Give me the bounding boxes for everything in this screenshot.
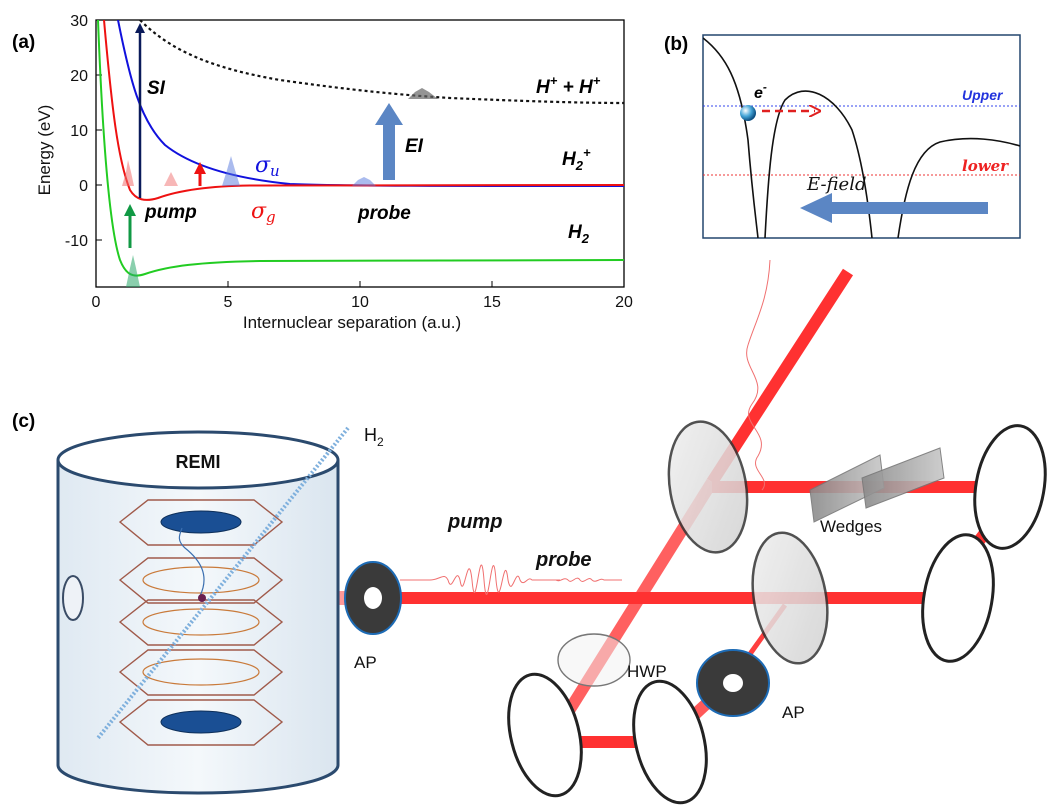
ground-wavepacket (126, 255, 140, 287)
y-axis-label: Energy (eV) (35, 105, 54, 196)
wedges (809, 447, 945, 523)
potential-well-center (764, 90, 873, 238)
mirror-bottom-middle (632, 679, 708, 805)
potential-well-left (703, 37, 759, 238)
probe-pulse (540, 577, 622, 582)
blue-wavepacket (222, 156, 240, 186)
potential-well-right (897, 137, 1020, 238)
sigma-g-curve (103, 20, 624, 201)
panel-a: (a) 0 5 10 15 20 30 20 10 0 -10 Internuc… (12, 13, 633, 332)
h2-jet-label: H2 (364, 425, 384, 449)
probe-wavepacket (352, 177, 376, 186)
ei-label: EI (405, 136, 424, 157)
beamsplitter-top (667, 420, 749, 554)
upper-label: Upper (962, 87, 1004, 103)
probe-label: probe (357, 203, 411, 224)
pump-label: pump (144, 202, 197, 223)
plate-3 (118, 599, 284, 646)
remi-label: REMI (176, 452, 221, 472)
x-tick-label: 10 (351, 294, 369, 311)
interaction-point (198, 594, 206, 602)
detector-bottom (160, 710, 242, 734)
electron-trajectory (178, 527, 205, 597)
mirror-top-right (973, 424, 1047, 550)
x-tick-label: 0 (92, 294, 101, 311)
y-tick-label: 0 (79, 178, 88, 195)
x-tick-label: 15 (483, 294, 501, 311)
mirror-right (921, 533, 995, 663)
plate-2 (118, 557, 284, 604)
sigma-u-label: σu (255, 153, 280, 180)
x-tick-label: 5 (224, 294, 233, 311)
y-tick-label: 30 (70, 13, 88, 30)
h2-plus-label: H2+ (562, 145, 591, 173)
plate-4 (118, 649, 284, 696)
pump-wavepacket (122, 160, 134, 186)
y-tick-label: 20 (70, 68, 88, 85)
aperture-right (696, 649, 770, 717)
red-wavepacket-2 (164, 172, 178, 186)
sigma-u-curve (117, 20, 624, 187)
panel-b: (b) e- Upper lower E-field (664, 34, 1021, 239)
beamsplitter-middle (751, 531, 829, 665)
wedges-label: Wedges (820, 517, 882, 536)
h-plus-h-plus-label: H+ + H+ (536, 73, 601, 98)
x-axis-label: Internuclear separation (a.u.) (243, 313, 461, 332)
plot-a-curves (97, 20, 624, 287)
y-tick-label: 10 (70, 123, 88, 140)
efield-arrow (800, 193, 988, 223)
remi-chamber: REMI (56, 426, 350, 795)
plot-a-frame (95, 19, 625, 288)
remi-plates (118, 499, 284, 746)
ap-left-label: AP (354, 653, 377, 672)
plate-5 (118, 699, 284, 746)
electron-ball (740, 105, 756, 121)
hwp-label: HWP (627, 662, 667, 681)
si-label: SI (147, 78, 166, 99)
probe-pulse-label: probe (535, 549, 592, 571)
h2-ground-curve (97, 20, 624, 277)
half-wave-plate (557, 633, 631, 687)
electron-label: e- (754, 80, 767, 102)
h2-plus-plus-dissociation-curve (139, 20, 624, 105)
focusing-mirror (62, 575, 84, 621)
dissociation-wavepacket (408, 88, 438, 99)
ei-arrow (375, 103, 403, 180)
panel-a-label: (a) (12, 32, 35, 53)
input-pulse (746, 259, 771, 491)
ap-right-label: AP (782, 703, 805, 722)
aperture-left (344, 561, 402, 635)
h2-label: H2 (568, 222, 590, 246)
x-tick-label: 20 (615, 294, 633, 311)
sigma-g-label: σg (251, 199, 276, 226)
mirror-bottom-left (507, 672, 583, 798)
pump-pulse (400, 564, 560, 595)
panel-b-label: (b) (664, 34, 688, 55)
panel-c-label: (c) (12, 411, 35, 432)
plate-1 (118, 499, 284, 546)
pump-pulse-label: pump (447, 511, 502, 533)
lower-label: lower (962, 157, 1009, 175)
panel-c: (c) REMI (12, 259, 1047, 805)
efield-label: E-field (806, 174, 867, 195)
y-tick-label: -10 (65, 233, 88, 250)
ring-3 (142, 658, 260, 686)
detector-top (160, 510, 242, 534)
